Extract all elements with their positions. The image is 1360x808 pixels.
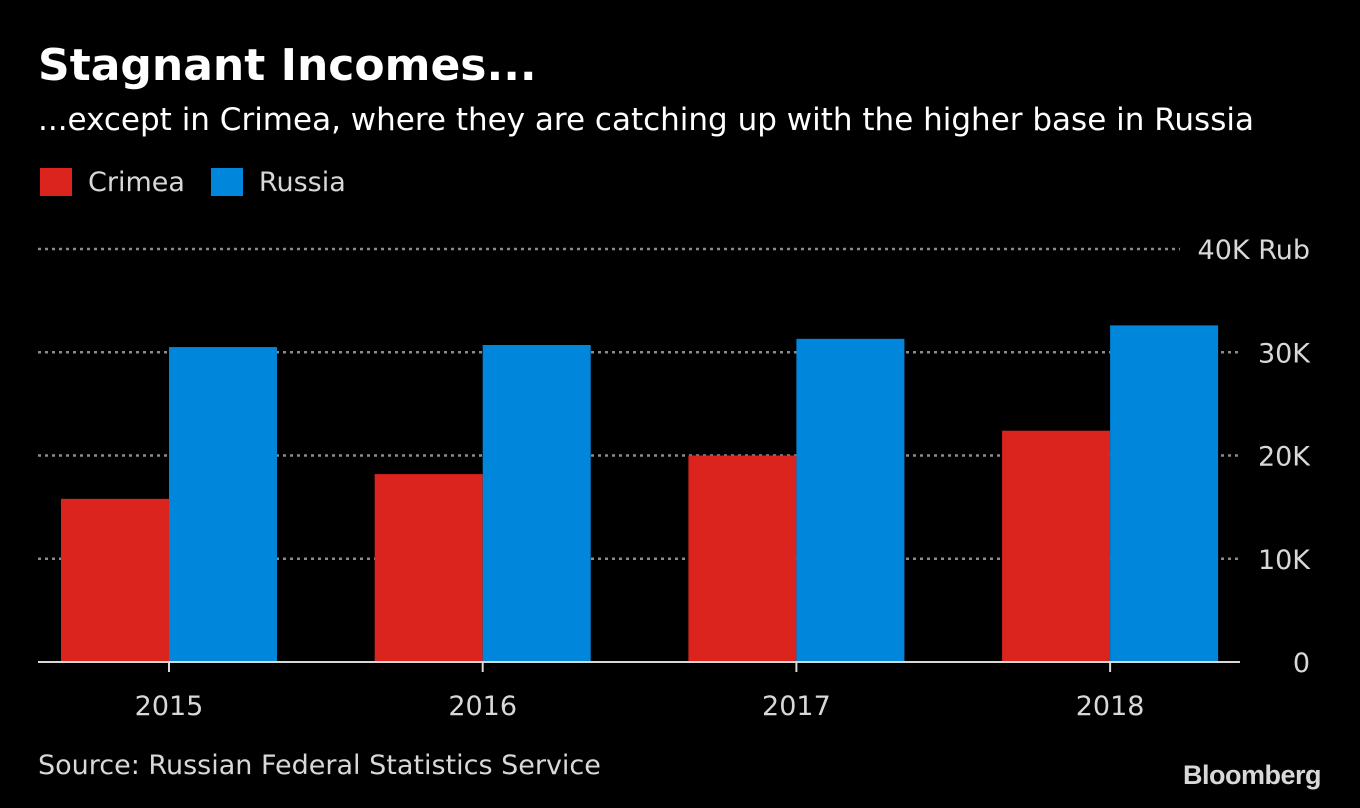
legend-swatch-russia: [210, 168, 243, 196]
source-note: Source: Russian Federal Statistics Servi…: [38, 750, 601, 781]
x-tick-label-2017: 2017: [762, 691, 831, 722]
x-tick-label-2015: 2015: [135, 691, 204, 722]
y-tick-label-1: 10K: [1258, 545, 1311, 576]
bar-crimea-2018: [1002, 430, 1111, 662]
bar-crimea-2016: [374, 474, 483, 662]
legend-swatch-crimea: [40, 168, 72, 196]
bloomberg-logo: Bloomberg: [1183, 760, 1322, 790]
x-tick-label-2016: 2016: [448, 691, 517, 722]
legend-label-crimea: Crimea: [88, 166, 185, 198]
bar-crimea-2017: [688, 455, 797, 662]
bar-russia-2015: [169, 347, 277, 662]
legend-item-crimea: Crimea: [40, 167, 185, 198]
legend-label-russia: Russia: [258, 166, 346, 198]
legend: Crimea Russia: [40, 164, 346, 200]
y-tick-label-0: 0: [1293, 648, 1310, 679]
bar-russia-2018: [1110, 325, 1219, 662]
y-tick-label-4: 40K Rub: [1198, 235, 1310, 266]
bar-russia-2017: [796, 338, 905, 662]
legend-item-russia: Russia: [210, 166, 346, 198]
bar-crimea-2015: [61, 498, 169, 662]
y-tick-label-3: 30K: [1258, 338, 1311, 369]
chart-title: Stagnant Incomes...: [38, 40, 537, 91]
y-tick-label-2: 20K: [1258, 442, 1311, 473]
x-tick-label-2018: 2018: [1076, 691, 1145, 722]
chart-subtitle: ...except in Crimea, where they are catc…: [38, 102, 1254, 138]
bar-russia-2016: [482, 345, 591, 662]
